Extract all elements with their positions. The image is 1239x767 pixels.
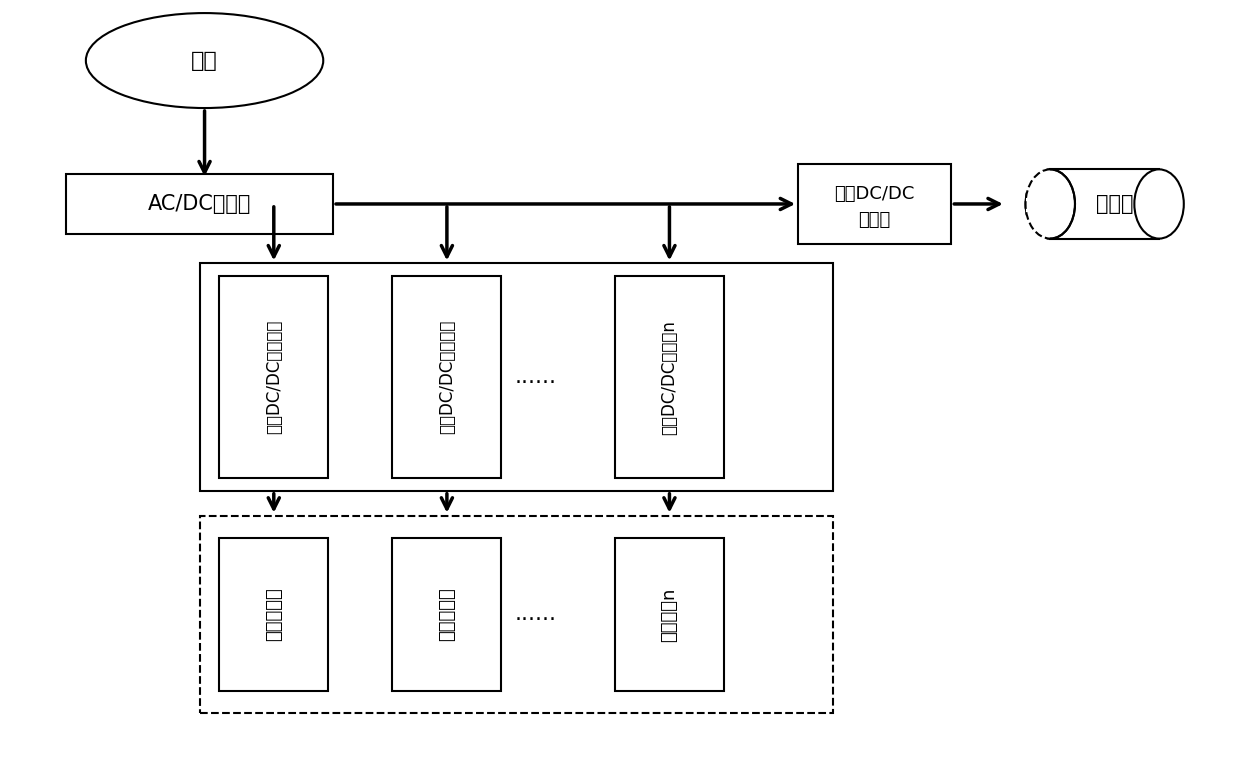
Text: 单向DC/DC变流器１: 单向DC/DC变流器１ bbox=[265, 320, 282, 434]
Text: 电动汽车１: 电动汽车１ bbox=[265, 588, 282, 641]
Bar bbox=[615, 538, 724, 691]
Text: ......: ...... bbox=[515, 367, 556, 387]
Bar bbox=[393, 275, 502, 479]
Bar bbox=[199, 515, 833, 713]
Text: 储能堆: 储能堆 bbox=[1095, 194, 1134, 214]
Text: 双向DC/DC: 双向DC/DC bbox=[835, 185, 914, 203]
Ellipse shape bbox=[85, 13, 323, 108]
Bar bbox=[393, 538, 502, 691]
Bar bbox=[798, 164, 952, 244]
Text: 单向DC/DC变流器２: 单向DC/DC变流器２ bbox=[437, 320, 456, 434]
Text: ......: ...... bbox=[515, 604, 556, 624]
Bar bbox=[219, 538, 328, 691]
Text: 电网: 电网 bbox=[191, 51, 218, 71]
Bar bbox=[1051, 170, 1158, 239]
Text: 电动汽车n: 电动汽车n bbox=[660, 588, 679, 642]
Text: 变流器: 变流器 bbox=[859, 211, 891, 229]
Text: AC/DC变流器: AC/DC变流器 bbox=[147, 194, 252, 214]
Bar bbox=[1026, 170, 1051, 239]
Text: 电动汽车２: 电动汽车２ bbox=[437, 588, 456, 641]
Ellipse shape bbox=[1026, 170, 1075, 239]
Bar bbox=[219, 275, 328, 479]
Bar bbox=[615, 275, 724, 479]
Text: 单向DC/DC变流器n: 单向DC/DC变流器n bbox=[660, 320, 679, 435]
Bar bbox=[66, 174, 333, 234]
Bar bbox=[199, 263, 833, 491]
Ellipse shape bbox=[1135, 170, 1183, 239]
